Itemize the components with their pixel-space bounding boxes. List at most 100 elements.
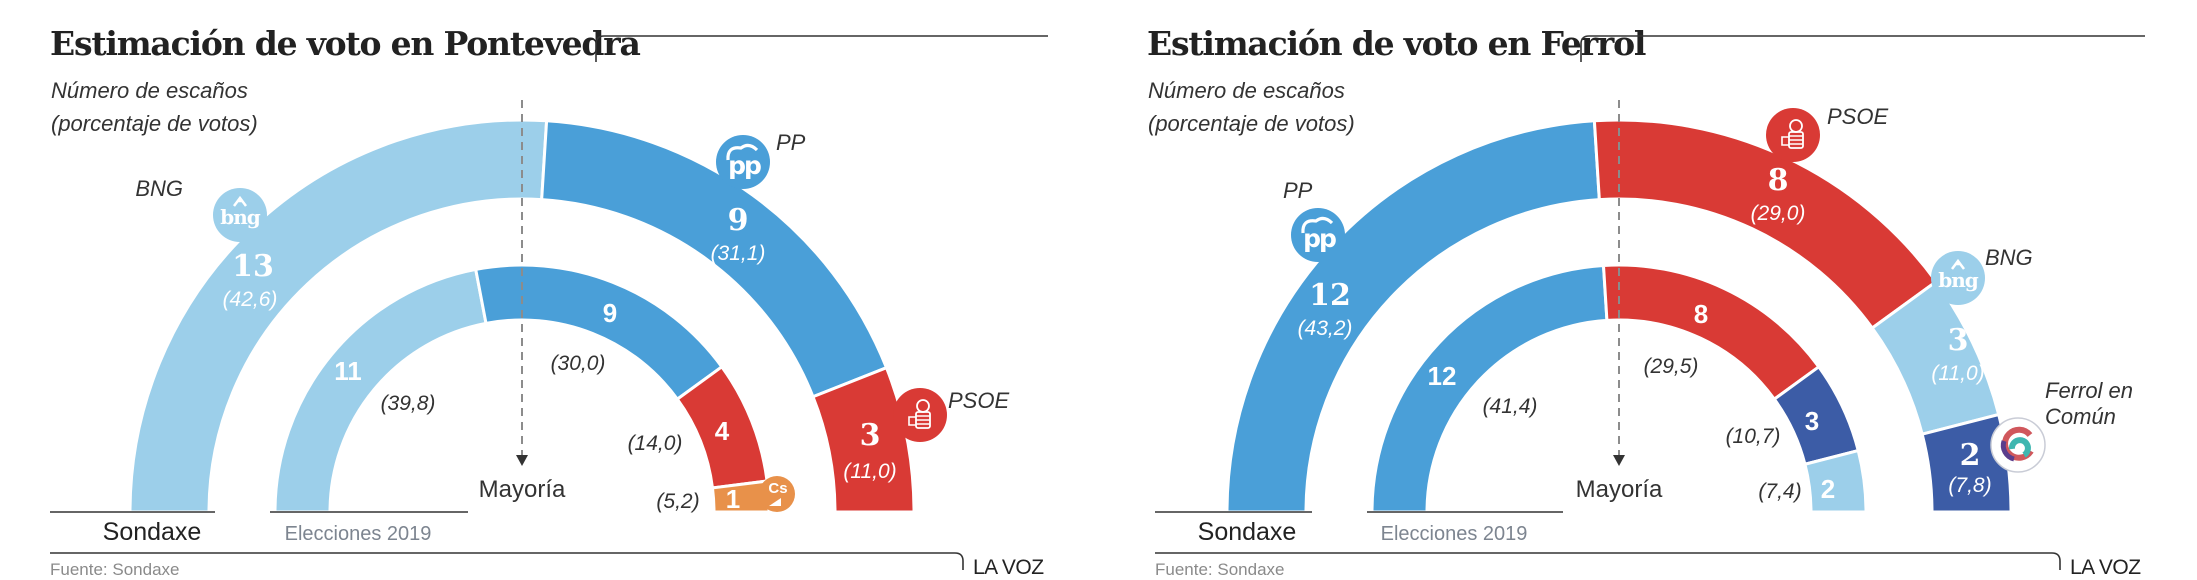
seats-label: 3: [1805, 406, 1819, 436]
ring-label-elecciones-2019: Elecciones 2019: [285, 523, 432, 545]
segment-labels-bng: 11 (39,8): [334, 356, 435, 415]
ring-label-sondaxe: Sondaxe: [103, 518, 202, 546]
seat-segment-pp: [1370, 263, 1609, 514]
majority-arrow-icon: [1613, 455, 1625, 466]
seats-label: 1: [726, 484, 740, 514]
logo-letters: bng: [1938, 268, 1979, 292]
header-rule: [595, 35, 1048, 62]
ferrol-en-comun-logo-icon: [1990, 417, 2046, 473]
segment-labels-pp: 12 (43,2) pp PP: [1283, 178, 1352, 340]
seat-segment-psoe: [1601, 263, 1821, 402]
logo-gull: [726, 143, 759, 161]
psoe-logo-icon: [893, 388, 947, 442]
logo-fist-lines: [1781, 135, 1803, 146]
percent-label: (29,5): [1644, 355, 1699, 378]
logo-star: [1951, 258, 1965, 270]
segment-labels-bng: 2 (7,4): [1758, 474, 1835, 504]
seats-label: 3: [860, 418, 881, 453]
percent-label: (11,0): [843, 460, 896, 483]
segment-labels-pp: 9 (30,0): [551, 298, 618, 375]
party-name-label: PP: [1283, 178, 1313, 203]
brand-la-voz: LA VOZ: [2070, 556, 2141, 579]
party-name-label: BNG: [135, 176, 183, 201]
percent-label: (10,7): [1726, 425, 1781, 448]
seats-label: 8: [1768, 163, 1789, 198]
logo-letters: pp: [728, 151, 761, 180]
party-name-label: PSOE: [948, 388, 1009, 413]
percent-label: (5,2): [656, 490, 699, 513]
ring-elecciones-2019: [1370, 263, 1868, 514]
pp-logo-icon: pp: [1291, 208, 1345, 262]
seat-segment-pp: [473, 263, 724, 402]
percent-label: (11,0): [1931, 362, 1984, 385]
chart-panel-pontevedra: Estimación de voto en Pontevedra Número …: [0, 0, 1097, 580]
party-name-label: BNG: [1985, 245, 2033, 270]
ring-sondaxe: [1225, 118, 2013, 514]
party-name-label: PSOE: [1827, 104, 1888, 129]
segment-labels-psoe: 8 (29,0) PSOE: [1751, 104, 1889, 225]
chart-title: Estimación de voto en Pontevedra: [50, 24, 641, 63]
logo-arrow: [769, 498, 781, 506]
logo-background: [213, 188, 267, 242]
seat-segment-bng: [1803, 448, 1868, 514]
percent-label: (43,2): [1298, 317, 1353, 340]
segment-labels-psoe: 3 (11,0) PSOE: [843, 388, 1009, 483]
seats-label: 11: [334, 356, 362, 386]
percent-label: (31,1): [711, 242, 766, 265]
logo-letters: pp: [1303, 224, 1336, 253]
majority-label: Mayoría: [479, 476, 566, 503]
seats-label: 2: [1821, 474, 1835, 504]
seats-label: 12: [1428, 361, 1457, 391]
segment-labels-pp: 12 (41,4): [1428, 361, 1538, 418]
logo-swirl-purple: [2000, 440, 2015, 462]
party-name-label: PP: [776, 130, 806, 155]
logo-background: [893, 388, 947, 442]
majority-arrow-icon: [516, 455, 528, 466]
cs-logo-icon: Cs: [759, 476, 795, 512]
segment-labels-cs: 1 (5,2) Cs: [656, 476, 795, 514]
party-name-label-line2: Común: [2045, 404, 2116, 429]
subtitle-line-percent: (porcentaje de votos): [51, 111, 258, 136]
percent-label: (39,8): [381, 392, 436, 415]
logo-background: [1990, 417, 2046, 473]
logo-swirl-teal: [2008, 437, 2031, 458]
seats-label: 4: [715, 416, 730, 446]
logo-background: [1766, 108, 1820, 162]
percent-label: (7,4): [1758, 480, 1801, 503]
footer-source: Fuente: Sondaxe: [50, 560, 180, 579]
logo-background: [759, 476, 795, 512]
bng-logo-icon: bng: [213, 188, 267, 242]
footer-rule: [50, 552, 964, 570]
bng-logo-icon: bng: [1931, 251, 1985, 305]
logo-gull: [1301, 216, 1334, 234]
parliament-chart-ferrol: Mayoría Sondaxe Elecciones 2019 12 (43,2)…: [1155, 35, 2145, 570]
percent-label: (42,6): [223, 288, 278, 311]
labels-layer: 13 (42,6) bng BNG 9 (31,1) pp PP 3 (11,0) PSOE 11 (3…: [135, 130, 1009, 514]
logo-background: [1931, 251, 1985, 305]
subtitle-line-seats: Número de escaños: [51, 78, 248, 103]
footer-source: Fuente: Sondaxe: [1155, 560, 1285, 579]
psoe-logo-icon: [1766, 108, 1820, 162]
segment-labels-ferrol-en-comun: 3 (10,7): [1726, 406, 1820, 448]
chart-panel-ferrol: Estimación de voto en Ferrol Número de e…: [1097, 0, 2194, 580]
ring-label-elecciones-2019: Elecciones 2019: [1381, 523, 1528, 545]
percent-label: (14,0): [628, 432, 683, 455]
parliament-chart-pontevedra: Mayoría Sondaxe Elecciones 2019 1 3 (42,6)…: [50, 35, 1048, 570]
percent-label: (29,0): [1751, 202, 1806, 225]
brand-la-voz: LA VOZ: [973, 556, 1044, 579]
seats-label: 3: [1948, 323, 1969, 358]
ring-sondaxe: [128, 118, 916, 514]
chart-subtitle: Número de escaños (porcentaje de votos): [1148, 74, 1355, 140]
chart-title: Estimación de voto en Ferrol: [1147, 24, 1646, 63]
pp-logo-icon: pp: [716, 135, 770, 189]
subtitle-line-percent: (porcentaje de votos): [1148, 111, 1355, 136]
seats-label: 2: [1960, 438, 1981, 473]
percent-label: (7,8): [1948, 474, 1991, 497]
arcs-layer: [1225, 118, 2013, 514]
ring-elecciones-2019: [273, 263, 771, 514]
segment-labels-psoe: 8 (29,5): [1644, 299, 1709, 378]
seats-label: 12: [1309, 278, 1351, 313]
segment-labels-pp: 9 (31,1) pp PP: [711, 130, 806, 265]
